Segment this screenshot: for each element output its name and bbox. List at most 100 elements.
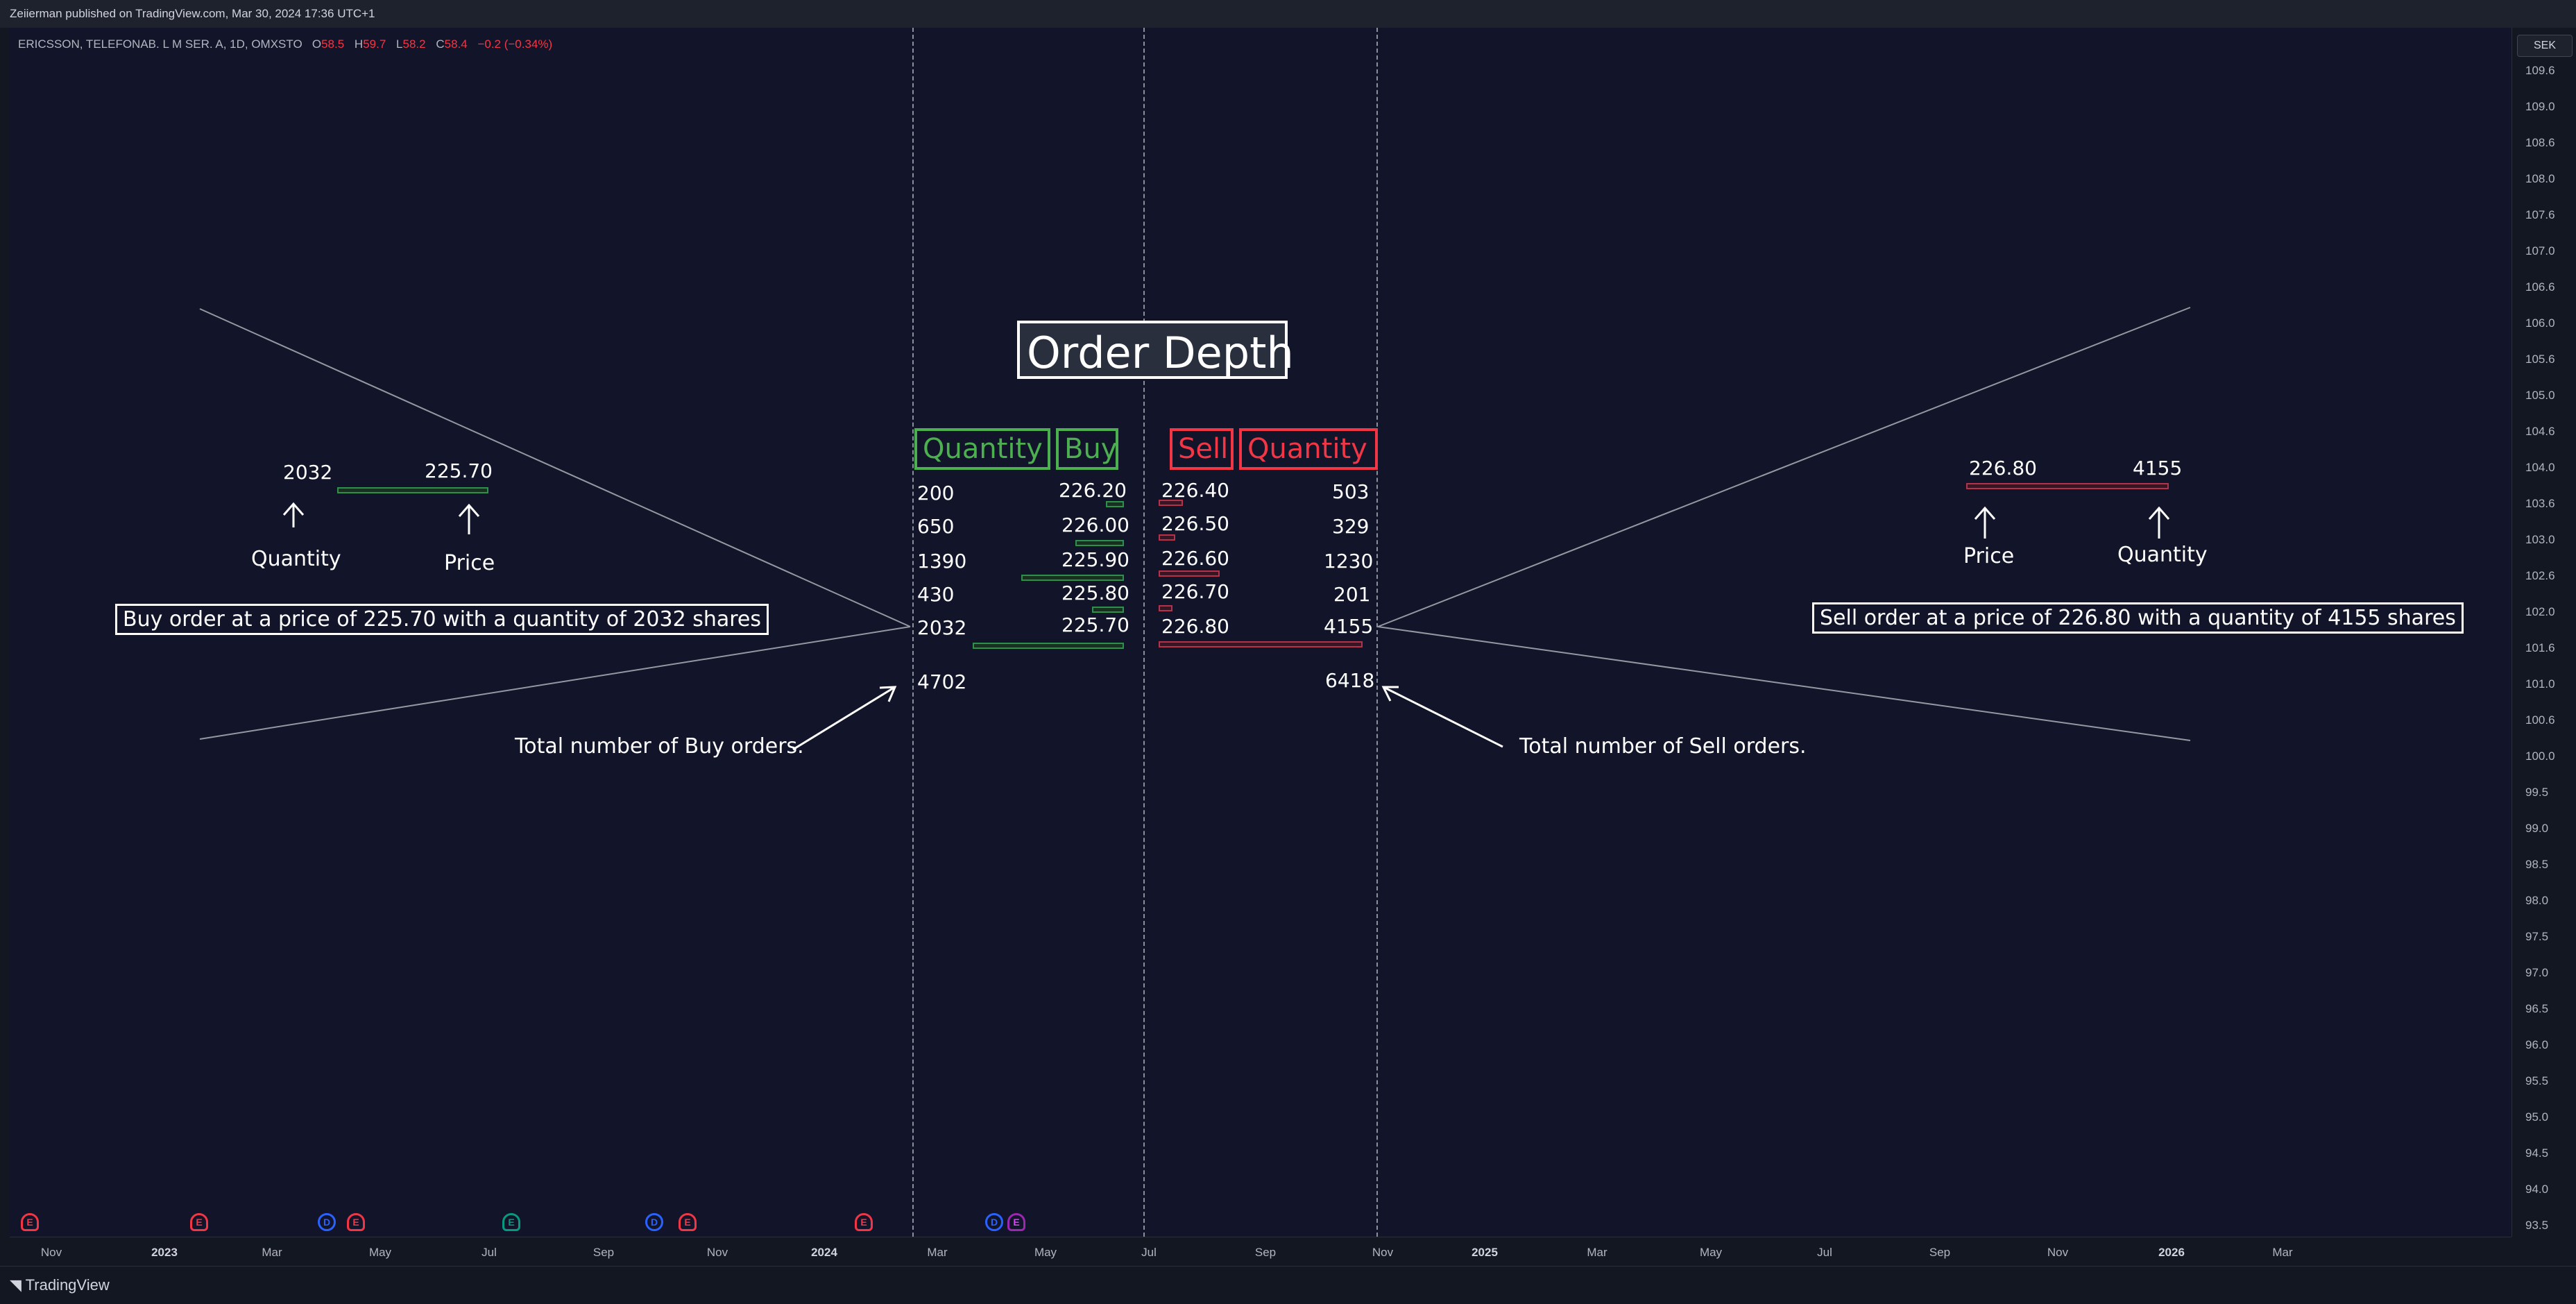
change-value: −0.2 (−0.34%) (477, 37, 553, 51)
price-tick: 99.0 (2525, 822, 2549, 835)
arrow-up-price-left (458, 503, 480, 534)
sell-qty-1: 503 (1332, 480, 1370, 503)
guide-line-left-lower (199, 626, 911, 740)
buy-price-5: 225.70 (1061, 613, 1129, 636)
time-tick: 2024 (811, 1246, 837, 1259)
price-tick: 109.6 (2525, 64, 2555, 77)
buy-price-2: 226.00 (1061, 514, 1129, 536)
time-tick: Nov (1372, 1246, 1394, 1259)
guide-line-right-upper (1377, 307, 2191, 627)
time-tick: Mar (1587, 1246, 1607, 1259)
price-tick: 94.0 (2525, 1183, 2549, 1196)
sell-qty-3: 1230 (1324, 550, 1374, 573)
close-value: 58.4 (444, 37, 468, 51)
time-tick: Mar (2272, 1246, 2293, 1259)
time-tick: Jul (481, 1246, 497, 1259)
high-value: 59.7 (363, 37, 386, 51)
price-tick: 104.0 (2525, 461, 2555, 474)
arrow-up-quantity-right (2148, 506, 2170, 539)
symbol-legend[interactable]: ERICSSON, TELEFONAB. L M SER. A, 1D, OMX… (18, 37, 559, 51)
tradingview-logo[interactable]: ◥ TradingView (10, 1276, 110, 1294)
price-tick: 95.5 (2525, 1074, 2549, 1087)
price-tick: 97.5 (2525, 930, 2549, 943)
price-tick: 105.0 (2525, 389, 2555, 402)
buy-qty-4: 430 (917, 583, 955, 606)
arrow-to-buy-total (792, 686, 897, 751)
buy-header: Buy (1056, 428, 1118, 470)
sell-price-5: 226.80 (1161, 615, 1229, 638)
dividend-marker-icon[interactable]: D (318, 1213, 336, 1231)
price-axis[interactable] (2511, 28, 2576, 1237)
right-example-qty-label: Quantity (2117, 543, 2208, 567)
footer-brand: TradingView (25, 1276, 110, 1294)
time-tick: Nov (2047, 1246, 2069, 1259)
time-tick: Nov (40, 1246, 62, 1259)
open-value: 58.5 (321, 37, 345, 51)
price-tick: 100.0 (2525, 750, 2555, 763)
right-example-price: 226.80 (1969, 457, 2037, 480)
time-tick: May (1034, 1246, 1057, 1259)
currency-badge[interactable]: SEK (2517, 35, 2573, 57)
right-example-bar (1966, 483, 2169, 489)
price-tick: 95.0 (2525, 1110, 2549, 1124)
earnings-marker-icon[interactable]: E (190, 1213, 208, 1231)
sell-qty-2: 329 (1332, 515, 1370, 538)
buy-price-3: 225.90 (1061, 548, 1129, 571)
sell-total-note: Total number of Sell orders. (1519, 734, 1807, 759)
earnings-marker-icon[interactable]: E (21, 1213, 39, 1231)
earnings-marker-icon[interactable]: E (1007, 1213, 1025, 1231)
dividend-marker-icon[interactable]: D (645, 1213, 663, 1231)
time-tick: Mar (262, 1246, 282, 1259)
price-tick: 100.6 (2525, 713, 2555, 727)
tv-logo-icon: ◥ (10, 1276, 22, 1294)
time-tick: May (368, 1246, 392, 1259)
price-tick: 101.6 (2525, 641, 2555, 654)
earnings-marker-icon[interactable]: E (855, 1213, 873, 1231)
time-tick: May (1699, 1246, 1723, 1259)
time-axis[interactable] (10, 1237, 2511, 1267)
price-tick: 105.6 (2525, 353, 2555, 366)
price-tick: 103.6 (2525, 497, 2555, 510)
buy-depth-bar (973, 643, 1124, 649)
price-tick: 94.5 (2525, 1146, 2549, 1160)
price-tick: 107.6 (2525, 208, 2555, 221)
low-label: L (396, 37, 403, 51)
left-example-price-label: Price (444, 551, 495, 575)
buy-column-divider (912, 28, 914, 1237)
buy-qty-5: 2032 (917, 616, 967, 639)
time-tick: Jul (1141, 1246, 1157, 1259)
center-divider (1143, 28, 1145, 1237)
earnings-marker-icon[interactable]: E (347, 1213, 365, 1231)
left-example-bar (337, 487, 488, 493)
order-depth-title: Order Depth (1017, 321, 1294, 379)
publisher-line: Zeiierman published on TradingView.com, … (10, 7, 375, 20)
sell-quantity-header: Quantity (1239, 428, 1378, 470)
price-tick: 109.0 (2525, 100, 2555, 113)
buy-depth-bar (1092, 607, 1124, 613)
price-tick: 93.5 (2525, 1219, 2549, 1232)
buy-total-note: Total number of Buy orders. (515, 734, 804, 759)
sell-column-divider (1376, 28, 1378, 1237)
sell-depth-bar (1159, 641, 1363, 647)
symbol-name[interactable]: ERICSSON, TELEFONAB. L M SER. A, 1D, OMX… (18, 37, 302, 51)
right-example-caption: Sell order at a price of 226.80 with a q… (1812, 602, 2464, 634)
buy-price-1: 226.20 (1059, 479, 1127, 502)
price-tick: 101.0 (2525, 677, 2555, 691)
right-example-price-label: Price (1963, 544, 2015, 568)
time-tick: Sep (592, 1246, 615, 1259)
buy-price-4: 225.80 (1061, 582, 1129, 604)
earnings-marker-icon[interactable]: E (679, 1213, 697, 1231)
price-tick: 98.0 (2525, 894, 2549, 907)
sell-depth-bar (1159, 534, 1175, 541)
price-tick: 96.0 (2525, 1038, 2549, 1051)
price-tick: 107.0 (2525, 244, 2555, 257)
earnings-marker-icon[interactable]: E (502, 1213, 520, 1231)
dividend-marker-icon[interactable]: D (985, 1213, 1003, 1231)
sell-depth-bar (1159, 500, 1183, 506)
price-tick: 102.6 (2525, 569, 2555, 582)
time-tick: 2026 (2158, 1246, 2185, 1259)
time-tick: Sep (1929, 1246, 1951, 1259)
buy-depth-bar (1106, 501, 1124, 507)
low-value: 58.2 (402, 37, 426, 51)
